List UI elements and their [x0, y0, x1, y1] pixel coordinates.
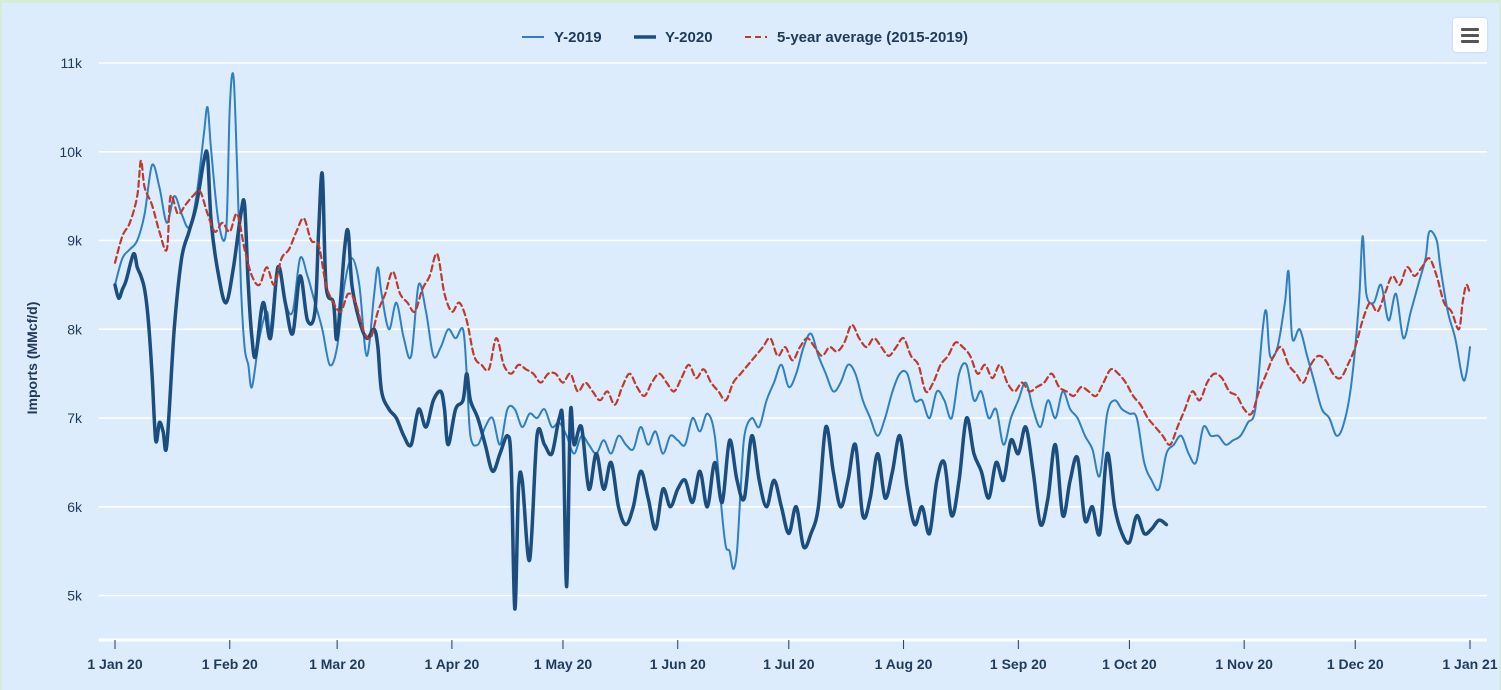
x-tick-label: 1 May 20 — [534, 656, 593, 672]
y-tick-label: 6k — [67, 499, 83, 515]
y-tick-label: 11k — [60, 55, 83, 71]
series-line-2[interactable] — [113, 159, 1472, 446]
x-tick-label: 1 Dec 20 — [1327, 656, 1384, 672]
series-lines — [113, 72, 1472, 611]
axes: 5k 6k 7k 8k 9k 10k 11k 1 Jan 20 1 Feb 20 1 Mar 20… — [59, 55, 1497, 672]
legend-label-0[interactable]: Y-2019 — [554, 29, 602, 46]
x-tick-label: 1 Oct 20 — [1102, 656, 1157, 672]
y-tick-label: 8k — [67, 321, 83, 337]
legend-label-1[interactable]: Y-2020 — [665, 29, 713, 46]
x-tick-label: 1 Jan 20 — [87, 656, 142, 672]
x-tick-label: 1 Jan 21 — [1442, 656, 1497, 672]
series-line-1[interactable] — [113, 149, 1169, 611]
legend-label-2[interactable]: 5-year average (2015-2019) — [777, 29, 968, 46]
x-tick-label: 1 Sep 20 — [990, 656, 1047, 672]
x-tick-label: 1 Nov 20 — [1215, 656, 1273, 672]
grid-lines — [99, 62, 1487, 597]
x-tick-label: 1 Aug 20 — [875, 656, 933, 672]
x-tick-label: 1 Jul 20 — [763, 656, 815, 672]
y-tick-label: 7k — [67, 410, 83, 426]
chart-menu-button[interactable] — [1453, 18, 1487, 52]
y-axis-label: Imports (MMcf/d) — [24, 302, 40, 415]
x-tick-label: 1 Apr 20 — [425, 656, 480, 672]
chart-container: 5k 6k 7k 8k 9k 10k 11k 1 Jan 20 1 Feb 20 1 Mar 20… — [2, 3, 1499, 690]
line-chart: 5k 6k 7k 8k 9k 10k 11k 1 Jan 20 1 Feb 20 1 Mar 20… — [24, 29, 1498, 672]
y-tick-label: 5k — [67, 588, 83, 604]
y-tick-label: 10k — [59, 144, 83, 160]
y-tick-label: 9k — [67, 233, 83, 249]
legend[interactable]: Y-2019 Y-2020 5-year average (2015-2019) — [522, 29, 968, 46]
series-line-0[interactable] — [114, 72, 1471, 570]
x-tick-label: 1 Feb 20 — [202, 656, 258, 672]
x-tick-label: 1 Mar 20 — [309, 656, 365, 672]
x-tick-label: 1 Jun 20 — [650, 656, 706, 672]
